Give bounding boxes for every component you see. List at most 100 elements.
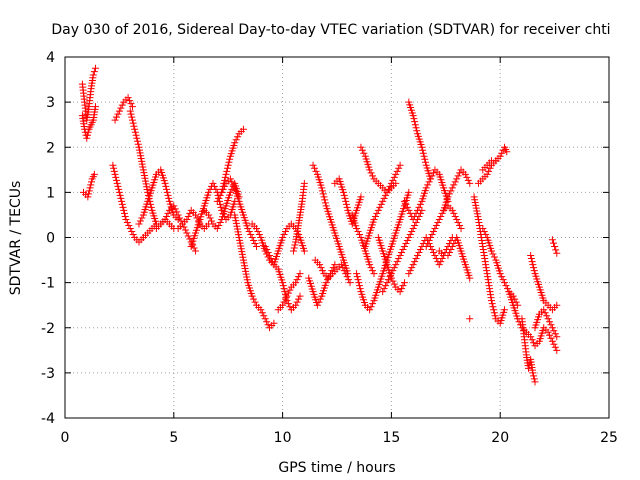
data-point bbox=[409, 112, 417, 120]
data-point bbox=[501, 279, 509, 287]
data-point bbox=[419, 146, 427, 154]
data-point bbox=[234, 133, 242, 141]
data-point bbox=[133, 134, 141, 142]
data-point bbox=[296, 292, 304, 300]
data-point bbox=[322, 279, 330, 287]
data-point bbox=[531, 378, 539, 386]
data-point bbox=[239, 125, 247, 133]
data-point bbox=[487, 297, 495, 305]
data-point bbox=[177, 217, 185, 225]
data-point bbox=[445, 190, 453, 198]
data-point bbox=[414, 252, 422, 260]
data-point bbox=[331, 261, 339, 269]
data-point bbox=[318, 267, 326, 275]
data-point bbox=[453, 175, 461, 183]
data-point bbox=[134, 137, 142, 145]
data-point bbox=[90, 68, 98, 76]
data-point bbox=[427, 175, 435, 183]
data-point bbox=[447, 187, 455, 195]
data-point bbox=[114, 110, 122, 118]
data-point bbox=[315, 298, 323, 306]
y-tick-label: 1 bbox=[46, 185, 55, 201]
data-point bbox=[122, 215, 130, 223]
data-point bbox=[118, 200, 126, 208]
data-point bbox=[226, 155, 234, 163]
data-point bbox=[295, 273, 303, 281]
data-point bbox=[411, 118, 419, 126]
data-point bbox=[290, 244, 298, 252]
data-point bbox=[263, 318, 271, 326]
data-point bbox=[225, 158, 233, 166]
data-point bbox=[409, 215, 417, 223]
data-point bbox=[457, 224, 465, 232]
data-point bbox=[548, 324, 556, 332]
data-point bbox=[329, 264, 337, 272]
data-point bbox=[127, 100, 135, 108]
data-point bbox=[550, 340, 558, 348]
data-point bbox=[406, 267, 414, 275]
data-point bbox=[264, 321, 272, 329]
data-point bbox=[527, 252, 535, 260]
data-point bbox=[181, 226, 189, 234]
data-point bbox=[393, 258, 401, 266]
series-track-18 bbox=[289, 179, 308, 255]
data-point bbox=[340, 267, 348, 275]
data-point bbox=[131, 128, 139, 136]
data-point bbox=[405, 234, 413, 241]
data-point bbox=[216, 191, 224, 199]
series-track-44 bbox=[548, 236, 561, 257]
data-point bbox=[358, 146, 366, 154]
data-point bbox=[118, 197, 126, 205]
data-point bbox=[312, 167, 320, 175]
data-point bbox=[527, 255, 535, 263]
data-point bbox=[447, 246, 455, 254]
data-point bbox=[552, 246, 560, 254]
data-point bbox=[85, 187, 93, 195]
data-point bbox=[530, 267, 538, 275]
data-point bbox=[193, 214, 201, 222]
data-point bbox=[395, 164, 403, 172]
data-point bbox=[316, 261, 324, 269]
data-point bbox=[247, 230, 255, 238]
series-track-34 bbox=[435, 234, 474, 282]
data-point bbox=[248, 234, 256, 241]
data-point bbox=[553, 333, 561, 341]
data-point bbox=[392, 261, 400, 269]
data-point bbox=[451, 178, 459, 186]
data-point bbox=[367, 264, 375, 272]
data-point bbox=[501, 306, 509, 314]
data-point bbox=[415, 249, 423, 257]
data-point bbox=[456, 221, 464, 229]
data-point bbox=[380, 285, 388, 293]
data-point bbox=[551, 243, 559, 251]
data-point bbox=[132, 131, 140, 139]
data-point bbox=[499, 276, 507, 284]
axis-ticks bbox=[64, 56, 610, 419]
data-point bbox=[435, 215, 443, 223]
data-point bbox=[382, 282, 390, 290]
data-point bbox=[380, 194, 388, 202]
data-point bbox=[389, 277, 397, 285]
data-point bbox=[135, 220, 143, 228]
data-point bbox=[252, 224, 260, 232]
data-point bbox=[313, 301, 321, 309]
data-point bbox=[126, 107, 134, 115]
data-point bbox=[543, 312, 551, 320]
data-point bbox=[376, 203, 384, 211]
data-point bbox=[222, 170, 230, 178]
data-point bbox=[343, 203, 351, 211]
data-point bbox=[530, 339, 538, 347]
data-point bbox=[342, 270, 350, 278]
data-point bbox=[503, 148, 511, 156]
data-point bbox=[316, 295, 324, 303]
x-tick-labels: 0 5 10 15 20 25 bbox=[61, 430, 618, 446]
data-point bbox=[112, 176, 120, 184]
data-point bbox=[422, 184, 430, 192]
data-point bbox=[192, 211, 200, 219]
data-point bbox=[551, 330, 559, 338]
series-track-14 bbox=[231, 211, 278, 332]
data-point bbox=[279, 234, 287, 241]
data-point bbox=[138, 214, 146, 222]
data-point bbox=[180, 223, 188, 231]
data-point bbox=[450, 209, 458, 217]
